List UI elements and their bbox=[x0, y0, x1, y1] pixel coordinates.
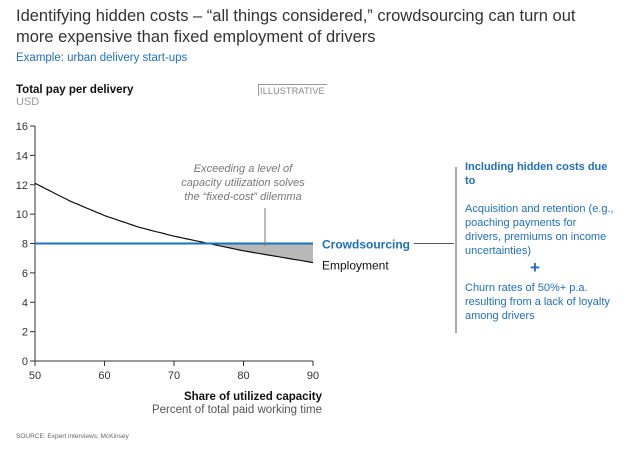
chart-annotation: Exceeding a level of capacity utilization… bbox=[181, 163, 305, 203]
page-subtitle: Example: urban delivery start-ups bbox=[16, 52, 188, 64]
series-line-employment bbox=[34, 182, 314, 264]
series-label-crowdsourcing: Crowdsourcing bbox=[322, 238, 410, 252]
x-tick-label: 90 bbox=[307, 370, 319, 382]
y-tick-label: 14 bbox=[16, 150, 28, 162]
y-axis-label: Total pay per delivery bbox=[16, 84, 134, 96]
y-tick-label: 2 bbox=[22, 327, 28, 339]
y-tick-label: 16 bbox=[16, 121, 28, 133]
x-tick-label: 70 bbox=[168, 370, 180, 382]
y-tick-label: 8 bbox=[22, 239, 28, 251]
x-axis-unit: Percent of total paid working time bbox=[151, 404, 322, 416]
y-tick-label: 4 bbox=[22, 297, 28, 309]
plus-icon: + bbox=[530, 258, 540, 277]
x-tick-label: 80 bbox=[237, 370, 249, 382]
y-tick-label: 10 bbox=[16, 209, 28, 221]
callout-heading: Including hidden costs due to bbox=[465, 161, 608, 187]
series-label-employment: Employment bbox=[322, 259, 389, 273]
page-title: Identifying hidden costs – “all things c… bbox=[16, 7, 576, 46]
y-tick-label: 0 bbox=[22, 356, 28, 368]
x-axis-label: Share of utilized capacity bbox=[183, 391, 322, 403]
x-tick-label: 50 bbox=[29, 370, 41, 382]
y-tick-label: 12 bbox=[16, 180, 28, 192]
illustrative-badge: ILLUSTRATIVE bbox=[258, 84, 327, 96]
x-tick-label: 60 bbox=[98, 370, 110, 382]
hidden-costs-callout: Including hidden costs due to Acquisitio… bbox=[465, 160, 615, 323]
y-tick-label: 6 bbox=[22, 268, 28, 280]
y-axis-unit: USD bbox=[16, 96, 40, 108]
callout-item-acquisition: Acquisition and retention (e.g., poachin… bbox=[465, 203, 614, 257]
callout-item-churn: Churn rates of 50%+ p.a. resulting from … bbox=[465, 282, 610, 322]
source-note: SOURCE: Expert interviews; McKinsey bbox=[16, 433, 129, 440]
